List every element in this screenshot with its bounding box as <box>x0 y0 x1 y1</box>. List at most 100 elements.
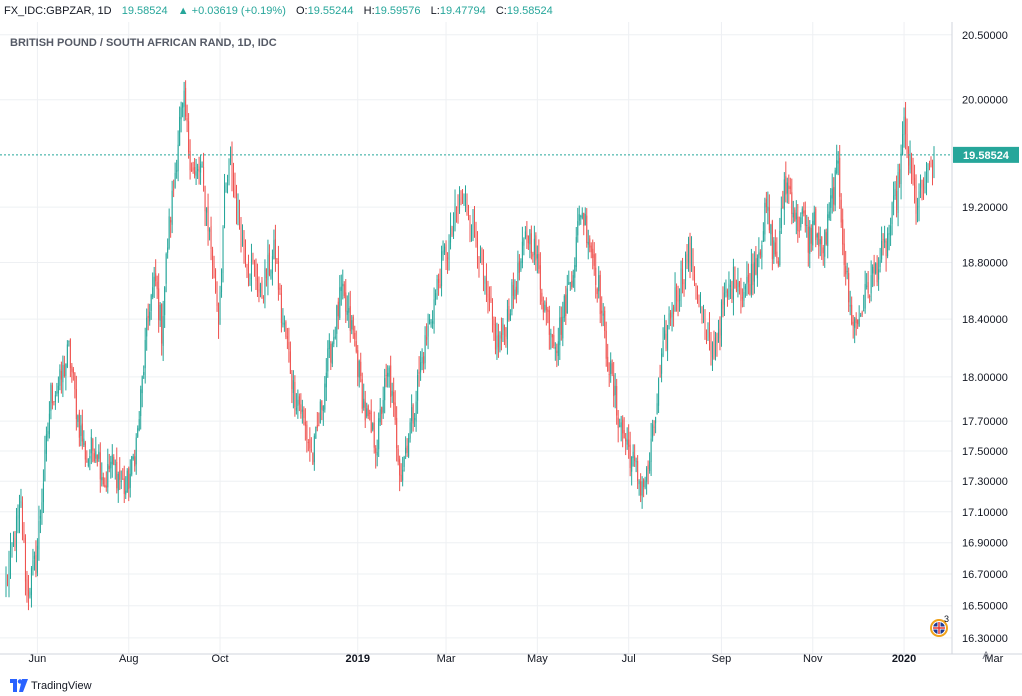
candle-body <box>897 172 899 213</box>
y-tick-label: 16.50000 <box>962 601 1008 613</box>
candle-body <box>143 372 145 375</box>
candle-body <box>526 235 528 237</box>
tradingview-logo-icon[interactable] <box>10 679 28 692</box>
candle-body <box>255 259 257 282</box>
candle-body <box>744 286 746 290</box>
y-tick-label: 18.80000 <box>962 257 1008 269</box>
candle-body <box>541 292 543 302</box>
x-tick-label: Mar <box>437 653 456 665</box>
candle-body <box>478 263 480 265</box>
candle-body <box>852 321 854 327</box>
candle-body <box>195 171 197 177</box>
price-chart[interactable]: 20.50000 20.00000 19.20000 18.80000 18.40000… <box>0 22 1022 676</box>
candle-body <box>140 389 142 417</box>
candle-body <box>622 419 624 434</box>
candle-body <box>635 461 637 463</box>
candle-body <box>47 431 49 438</box>
candle-body <box>238 202 240 228</box>
candle-body <box>589 238 591 248</box>
candle-body <box>132 456 134 459</box>
candle-body <box>411 407 413 421</box>
candle-body <box>171 190 173 225</box>
candle-body <box>810 227 812 244</box>
candle-body <box>921 180 923 187</box>
candle-body <box>403 456 405 467</box>
candle-body <box>233 178 235 183</box>
candle-body <box>761 245 763 258</box>
candle-body <box>108 465 110 469</box>
candle-body <box>183 90 185 107</box>
candle-body <box>286 336 288 339</box>
candle-body <box>809 226 811 254</box>
candle-body <box>575 237 577 268</box>
open-label: O: <box>295 5 308 17</box>
candle-body <box>23 535 25 542</box>
candle-body <box>303 409 305 419</box>
candle-body <box>468 210 470 219</box>
candle-body <box>933 154 935 174</box>
candle-body <box>788 185 790 189</box>
candle-body <box>584 213 586 226</box>
candle-body <box>680 268 682 295</box>
candle-body <box>44 449 46 482</box>
candle-body <box>640 481 642 496</box>
candle-body <box>836 160 838 174</box>
time-axis[interactable]: Jun Aug Oct 2019 Mar May Jul Sep Nov 2020 Mar <box>29 653 1004 665</box>
candle-body <box>397 448 399 462</box>
candle-body <box>102 476 104 485</box>
candle-body <box>631 456 633 472</box>
candle-body <box>292 380 294 393</box>
event-flag-icon[interactable] <box>930 619 948 637</box>
candle-body <box>902 134 904 155</box>
candle-body <box>276 258 278 261</box>
candle-body <box>750 263 752 295</box>
candle-body <box>473 206 475 229</box>
candle-body <box>204 185 206 212</box>
candle-body <box>107 464 109 488</box>
candle-body <box>599 275 601 315</box>
candle-body <box>905 116 907 134</box>
candle-body <box>279 287 281 290</box>
tradingview-brand[interactable]: TradingView <box>31 680 92 692</box>
candle-body <box>755 258 757 275</box>
candle-body <box>241 238 243 247</box>
candle-body <box>563 295 565 318</box>
candle-body <box>867 282 869 294</box>
auto-scale-button[interactable]: A <box>982 650 990 662</box>
candle-body <box>373 422 375 448</box>
candle-body <box>300 404 302 414</box>
candle-body <box>110 461 112 469</box>
candle-body <box>415 401 417 422</box>
candle-body <box>674 287 676 312</box>
candle-body <box>827 214 829 246</box>
candle-body <box>304 421 306 427</box>
candle-body <box>312 453 314 465</box>
candle-body <box>203 167 205 184</box>
candle-body <box>602 313 604 316</box>
candle-body <box>550 333 552 335</box>
candle-body <box>69 339 71 368</box>
candle-body <box>277 260 279 290</box>
candle-body <box>780 207 782 229</box>
candle-body <box>394 402 396 421</box>
candle-body <box>580 216 582 218</box>
candle-body <box>177 144 179 172</box>
candle-body <box>11 546 13 549</box>
candle-body <box>689 242 691 266</box>
candle-body <box>27 590 29 597</box>
candle-body <box>48 413 50 435</box>
candle-body <box>815 208 817 241</box>
candle-body <box>646 468 648 482</box>
y-tick-label: 16.30000 <box>962 633 1008 645</box>
candle-body <box>917 205 919 210</box>
candle-body <box>135 437 137 465</box>
candle-body <box>439 284 441 289</box>
candle-body <box>881 240 883 260</box>
candle-body <box>385 374 387 376</box>
price-axis[interactable]: 20.50000 20.00000 19.20000 18.80000 18.40000… <box>962 30 1008 645</box>
candle-body <box>611 363 613 374</box>
candle-body <box>834 170 836 206</box>
candle-body <box>562 316 564 339</box>
candle-body <box>268 252 270 275</box>
candle-body <box>247 269 249 278</box>
